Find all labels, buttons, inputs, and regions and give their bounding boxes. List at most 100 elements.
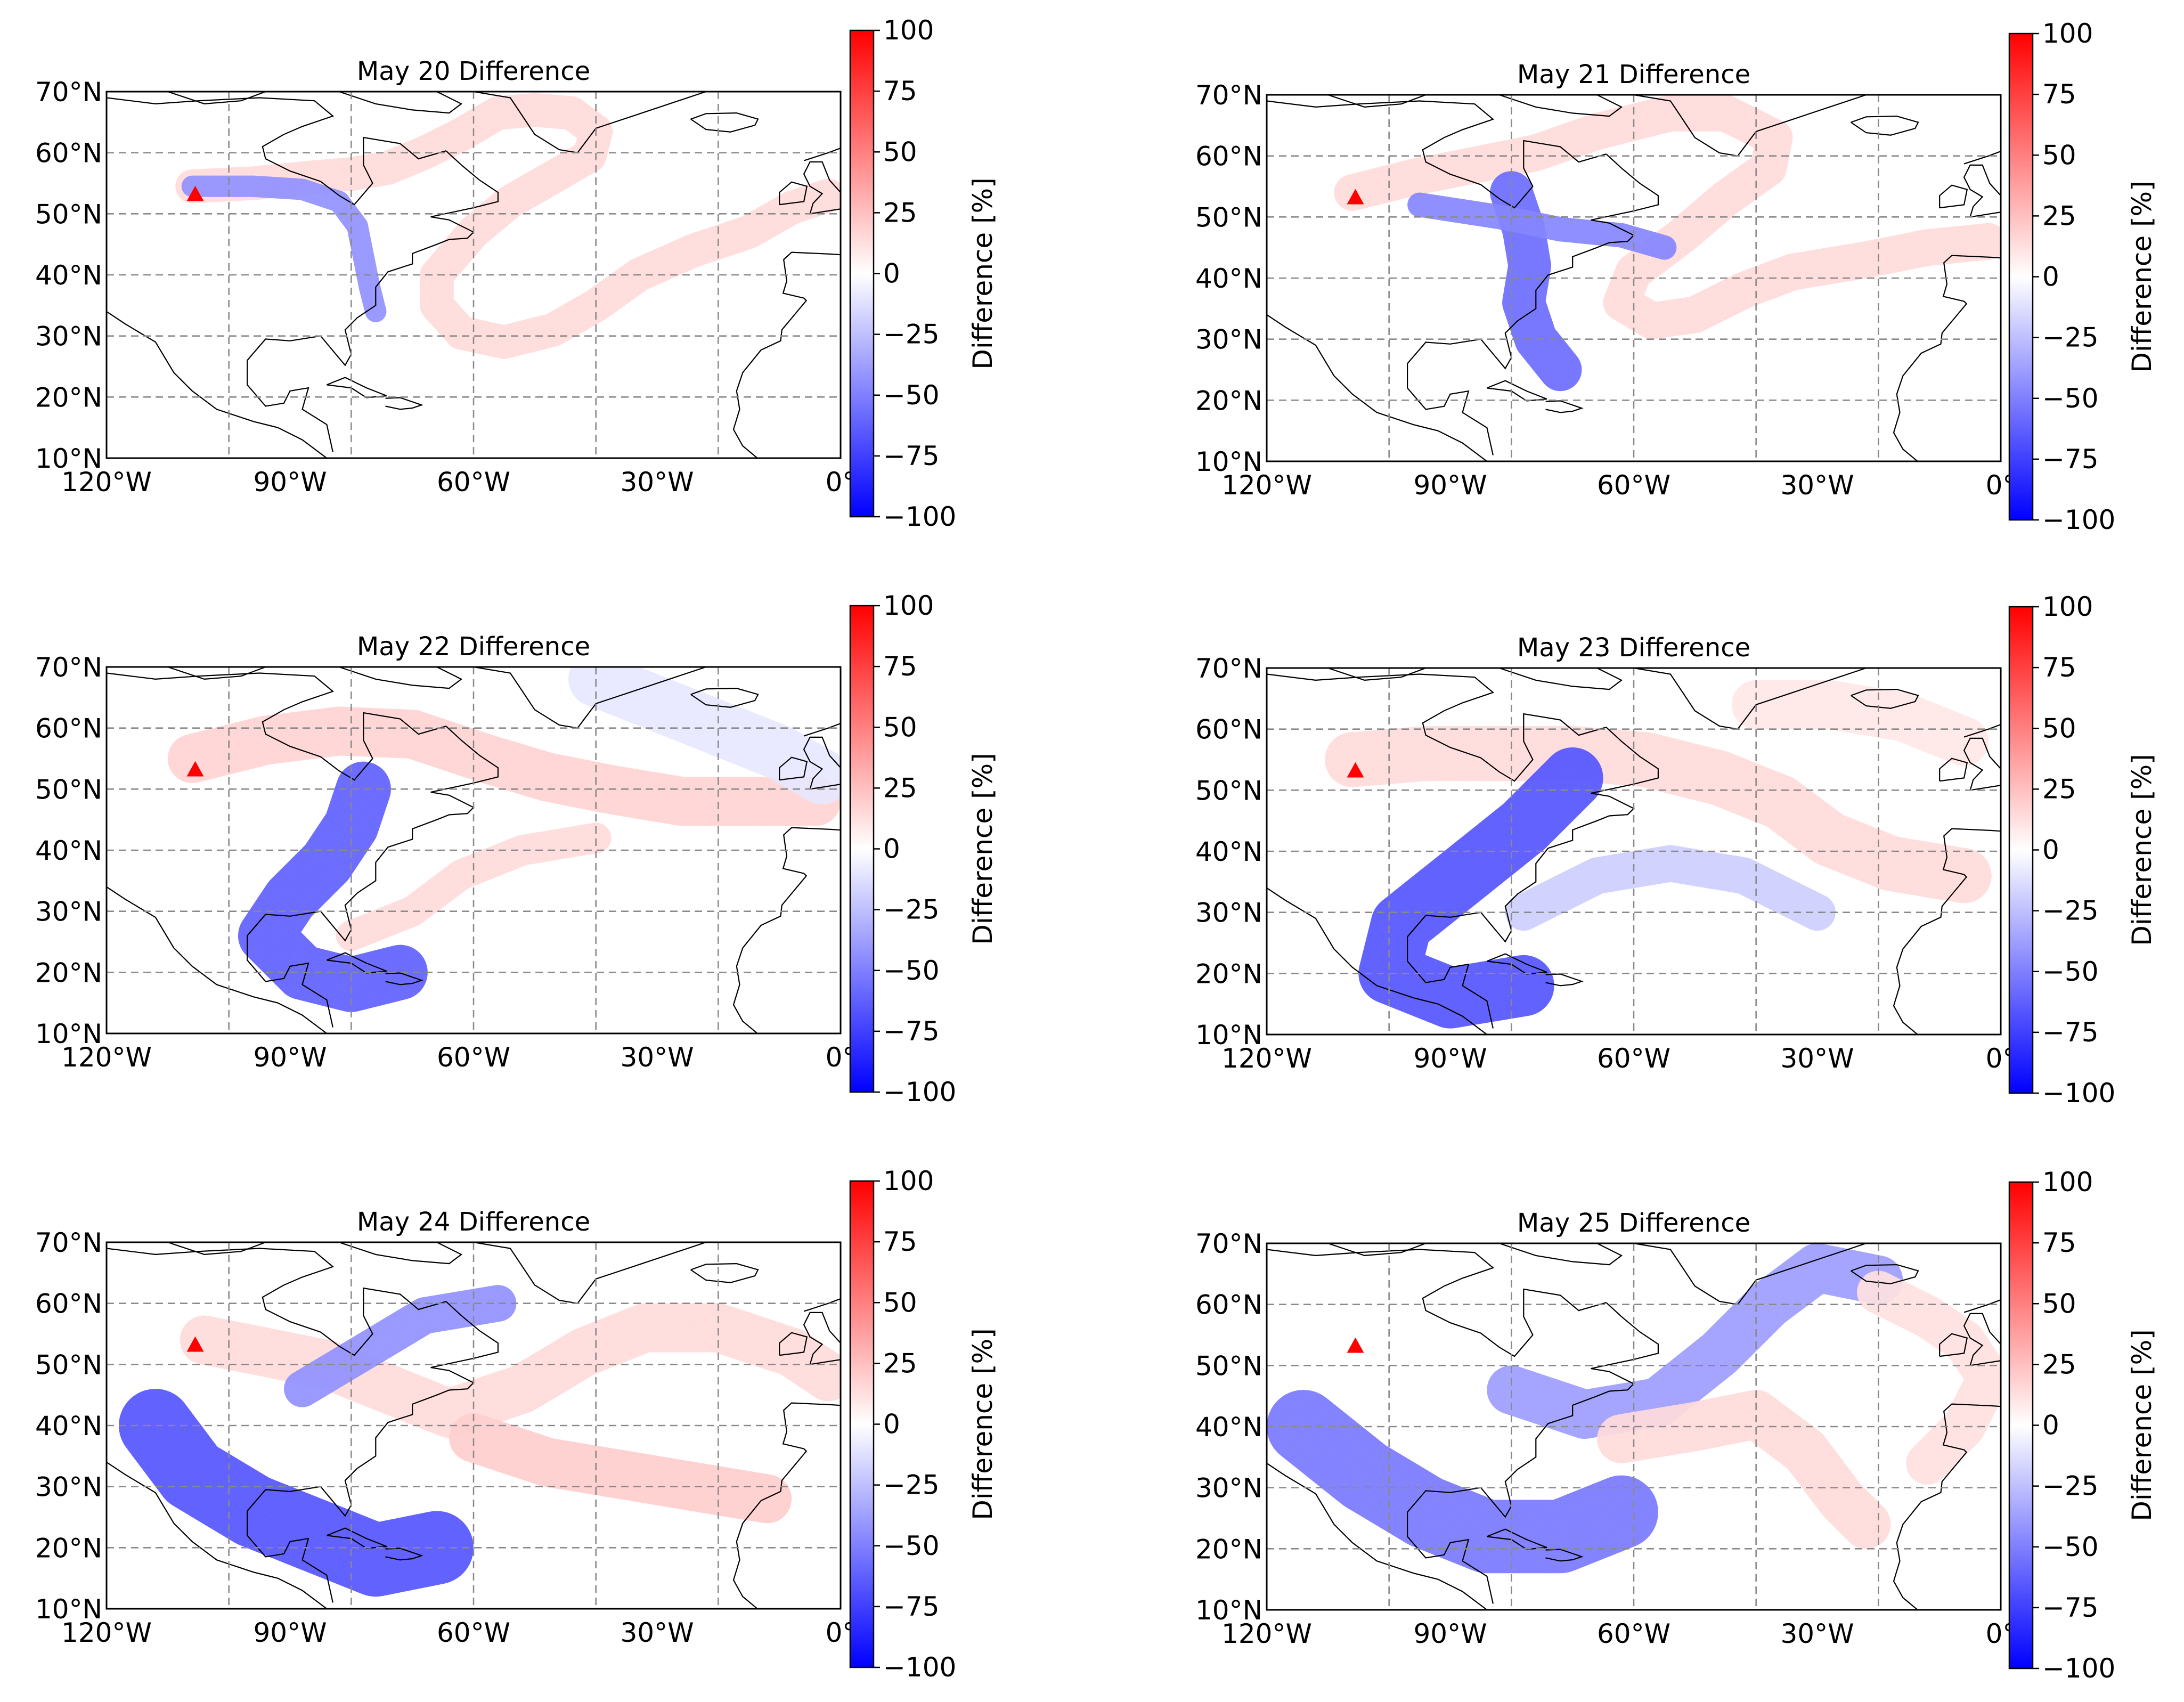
coastline <box>803 736 841 790</box>
colorbar-tick-label: 100 <box>883 15 934 46</box>
colorbar-tick-label: 0 <box>2042 835 2059 866</box>
source-marker <box>186 761 204 777</box>
x-tick-label: 120°W <box>61 467 152 498</box>
y-tick-label: 30°N <box>1195 898 1262 929</box>
coastline <box>690 1263 759 1283</box>
y-tick-label: 40°N <box>35 1411 102 1442</box>
coastline <box>107 1248 446 1356</box>
y-tick-label: 60°N <box>35 138 102 169</box>
plume-band-2 <box>181 175 387 322</box>
coastline <box>247 1511 333 1603</box>
coastline <box>1327 1243 1426 1257</box>
x-tick-label: 30°W <box>620 1617 694 1648</box>
colorbar-gradient <box>2008 32 2034 521</box>
colorbar-tick-label: 75 <box>883 651 917 682</box>
x-tick-label: 60°W <box>437 1042 510 1073</box>
source-marker <box>1347 189 1364 205</box>
y-tick-label: 60°N <box>35 713 102 744</box>
colorbar-tick-label: −100 <box>883 1077 956 1107</box>
colorbar-tick-label: −25 <box>883 894 940 925</box>
colorbar-tick-label: 50 <box>2042 1288 2076 1319</box>
coastline <box>1963 737 2001 791</box>
coastline <box>107 311 328 458</box>
coastline <box>247 150 499 367</box>
coastline <box>1545 400 1584 413</box>
coastline <box>247 1301 499 1517</box>
source-marker <box>186 1336 204 1352</box>
y-tick-label: 30°N <box>35 897 102 927</box>
coastline <box>339 667 463 689</box>
x-tick-label: 60°W <box>1597 1618 1670 1649</box>
x-tick-label: 120°W <box>1221 470 1312 501</box>
colorbar-tick-label: 50 <box>883 136 917 167</box>
colorbar-tick-label: −100 <box>883 501 956 532</box>
colorbar-gradient <box>2008 606 2034 1094</box>
coastlines <box>1267 1243 2001 1610</box>
coastline <box>339 1242 463 1265</box>
coastlines <box>1267 95 2001 461</box>
colorbar-label: Difference [%] <box>2126 1329 2157 1521</box>
axes-frame <box>105 91 842 459</box>
colorbar-tick-label: −100 <box>883 1652 956 1683</box>
x-tick-label: 30°W <box>620 1042 694 1073</box>
plume-band-4 <box>284 1285 517 1407</box>
x-tick-label: 90°W <box>253 1042 327 1073</box>
coastline <box>1407 153 1659 370</box>
coastline <box>473 92 706 153</box>
coastline <box>1267 100 1607 209</box>
panel-title: May 25 Difference <box>1517 1208 1750 1238</box>
coastline <box>107 1461 328 1609</box>
colorbar-tick-label: 75 <box>2042 652 2076 683</box>
colorbar-tick-label: −75 <box>883 441 940 471</box>
colorbar-tick-label: −25 <box>2042 895 2099 926</box>
coastline <box>1499 668 1623 690</box>
source-marker <box>1347 762 1364 778</box>
colorbar-tick-label: −50 <box>2042 956 2099 987</box>
y-tick-label: 50°N <box>1195 775 1262 806</box>
plume-band-4 <box>1857 1271 2001 1485</box>
coastline <box>1963 723 2001 738</box>
x-tick-label: 120°W <box>61 1617 152 1648</box>
colorbar-tick-label: 25 <box>2042 1349 2076 1380</box>
colorbar-tick-label: 0 <box>883 258 900 289</box>
y-tick-label: 30°N <box>35 321 102 352</box>
colorbar-tick-label: 100 <box>883 590 934 621</box>
coastline <box>1267 1249 1607 1357</box>
colorbar-tick-label: 25 <box>883 1348 917 1379</box>
coastline <box>1407 727 1659 943</box>
coastline <box>1893 1403 2001 1610</box>
coastline <box>167 92 266 105</box>
coastline <box>339 92 463 114</box>
colorbar-gradient <box>849 605 875 1093</box>
coastline <box>1633 668 1867 730</box>
coastlines <box>107 1242 841 1609</box>
coastline <box>1327 95 1426 108</box>
colorbar-label: Difference [%] <box>2126 754 2157 946</box>
x-tick-label: 90°W <box>253 1617 327 1648</box>
coastline <box>732 251 841 458</box>
colorbar-tick-label: 0 <box>883 834 900 865</box>
x-tick-label: 60°W <box>1597 470 1670 501</box>
y-tick-label: 20°N <box>1195 958 1262 989</box>
colorbar-tick-label: 50 <box>883 1287 917 1318</box>
colorbar-tick-label: −75 <box>883 1591 940 1622</box>
coastline <box>779 1332 808 1356</box>
coastline <box>1963 1299 2001 1313</box>
coastline <box>1327 668 1426 681</box>
colorbar-tick-label: 100 <box>883 1166 934 1196</box>
x-tick-label: 120°W <box>1221 1618 1312 1649</box>
colorbar-tick-label: 0 <box>883 1409 900 1440</box>
coastline <box>732 827 841 1033</box>
coastline <box>690 112 759 133</box>
y-tick-label: 70°N <box>35 77 102 108</box>
y-tick-label: 40°N <box>35 835 102 866</box>
plume-band-1 <box>1334 95 2001 339</box>
x-tick-label: 30°W <box>620 467 694 498</box>
plume-band-1 <box>167 706 841 826</box>
plume-band-2 <box>568 667 841 805</box>
colorbar: 100 75 50 25 0 −25 −50 −75 −100 Difference [%] <box>2008 18 2157 535</box>
colorbar-label: Difference [%] <box>967 177 998 369</box>
coastline <box>779 756 808 781</box>
